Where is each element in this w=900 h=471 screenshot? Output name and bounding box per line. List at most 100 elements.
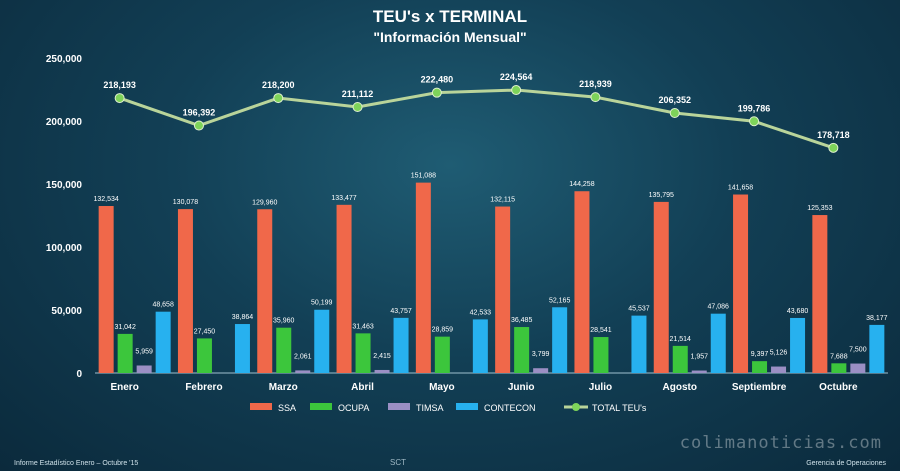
legend-label: CONTECON: [484, 403, 536, 413]
y-tick-label: 0: [76, 369, 82, 380]
bar-ocupa: [831, 363, 847, 373]
bar-data-label: 43,680: [787, 308, 809, 315]
x-tick-label: Junio: [508, 382, 535, 393]
bar-ssa: [177, 209, 193, 373]
bar-data-label: 45,537: [628, 306, 650, 313]
bar-data-label: 27,450: [194, 328, 216, 335]
legend-swatch-ocupa: [310, 403, 332, 410]
bar-data-label: 2,061: [294, 353, 312, 360]
total-teus-label: 222,480: [421, 75, 454, 85]
bar-timsa: [533, 368, 549, 373]
bar-ocupa: [514, 327, 530, 373]
y-tick-label: 200,000: [46, 117, 83, 128]
bar-data-label: 42,533: [470, 309, 492, 316]
bar-contecon: [790, 317, 806, 373]
bar-data-label: 130,078: [173, 199, 198, 206]
bar-contecon: [314, 309, 330, 373]
bar-timsa: [771, 366, 787, 373]
bar-ocupa: [355, 333, 371, 373]
bar-ssa: [574, 191, 590, 373]
bar-contecon: [869, 324, 885, 373]
bar-contecon: [472, 319, 488, 373]
x-tick-label: Septiembre: [732, 382, 787, 393]
total-teus-label: 178,718: [817, 130, 850, 140]
total-teus-label: 224,564: [500, 72, 533, 82]
bar-data-label: 5,959: [135, 348, 153, 355]
total-teus-point: [749, 116, 760, 127]
legend-label: TOTAL TEU's: [592, 403, 647, 413]
bar-ssa: [98, 206, 114, 373]
legend-swatch-total-point: [572, 403, 580, 411]
total-teus-label: 218,939: [579, 79, 612, 89]
bar-ssa: [336, 204, 352, 373]
bar-ssa: [257, 209, 273, 373]
bar-data-label: 2,415: [373, 353, 391, 360]
bar-data-label: 129,960: [252, 199, 277, 206]
y-tick-label: 250,000: [46, 54, 83, 65]
bar-data-label: 31,042: [114, 324, 136, 331]
bar-ocupa: [117, 333, 133, 373]
bar-ocupa: [276, 327, 292, 373]
y-tick-label: 150,000: [46, 180, 83, 191]
bar-data-label: 52,165: [549, 297, 571, 304]
bar-timsa: [850, 363, 866, 373]
total-teus-point: [669, 107, 680, 118]
bar-contecon: [552, 307, 568, 373]
bar-data-label: 21,514: [670, 336, 692, 343]
bar-ocupa: [434, 336, 450, 373]
total-teus-point: [431, 87, 442, 98]
bar-data-label: 132,534: [93, 196, 118, 203]
total-teus-point: [352, 101, 363, 112]
total-line-series: 218,193 196,392 218,200 211,112 222,480 224,5…: [103, 72, 850, 153]
bar-ssa: [653, 201, 669, 373]
bar-timsa: [136, 365, 152, 373]
bar-data-label: 141,658: [728, 185, 753, 192]
legend-swatch-ssa: [250, 403, 272, 410]
total-teus-point: [511, 85, 522, 96]
bar-data-label: 35,960: [273, 318, 295, 325]
bar-data-label: 36,485: [511, 317, 533, 324]
bar-ssa: [812, 215, 828, 373]
total-teus-line: [119, 88, 834, 150]
x-tick-label: Julio: [589, 382, 612, 393]
bar-data-label: 5,126: [770, 350, 788, 357]
bar-data-label: 28,541: [590, 327, 612, 334]
bar-series: [98, 182, 885, 373]
bar-data-label: 38,864: [232, 314, 254, 321]
footer-department-label: Gerencia de Operaciones: [806, 460, 886, 467]
bar-data-label: 50,199: [311, 300, 333, 307]
x-tick-label: Marzo: [269, 382, 298, 393]
y-tick-label: 100,000: [46, 243, 83, 254]
bar-ocupa: [593, 337, 609, 373]
bar-ocupa: [196, 338, 212, 373]
bar-timsa: [295, 370, 311, 373]
total-teus-point: [273, 93, 284, 104]
bar-data-label: 48,658: [152, 302, 174, 309]
bar-data-label: 135,795: [649, 192, 674, 199]
legend-swatch-contecon: [456, 403, 478, 410]
bar-timsa: [691, 370, 707, 373]
bar-data-label: 133,477: [331, 195, 356, 202]
total-teus-label: 206,352: [658, 95, 691, 105]
bar-ocupa: [672, 345, 688, 373]
chart-subtitle: "Información Mensual": [373, 29, 526, 45]
x-tick-label: Mayo: [429, 382, 455, 393]
total-teus-point: [193, 120, 204, 131]
legend: SSA OCUPA TIMSA CONTECON TOTAL TEU's: [250, 403, 647, 413]
bar-ssa: [733, 194, 749, 373]
bar-data-label: 7,688: [830, 353, 848, 360]
bar-data-label: 47,086: [708, 304, 730, 311]
bar-ocupa: [752, 361, 768, 373]
total-teus-point: [828, 142, 839, 153]
bar-contecon: [393, 317, 409, 373]
x-axis: Enero Febrero Marzo Abril Mayo Junio Julio Agos…: [110, 382, 857, 393]
total-teus-point: [114, 93, 125, 104]
bar-contecon: [234, 324, 250, 373]
watermark: colimanoticias.com: [679, 433, 882, 453]
bar-data-labels: 132,534 130,078 129,960 133,477 151,088 132,1…: [93, 173, 887, 361]
footer-logo-text: SCT: [390, 458, 406, 467]
bar-contecon: [710, 313, 726, 373]
bar-data-label: 43,757: [390, 308, 412, 315]
legend-label: OCUPA: [338, 403, 369, 413]
